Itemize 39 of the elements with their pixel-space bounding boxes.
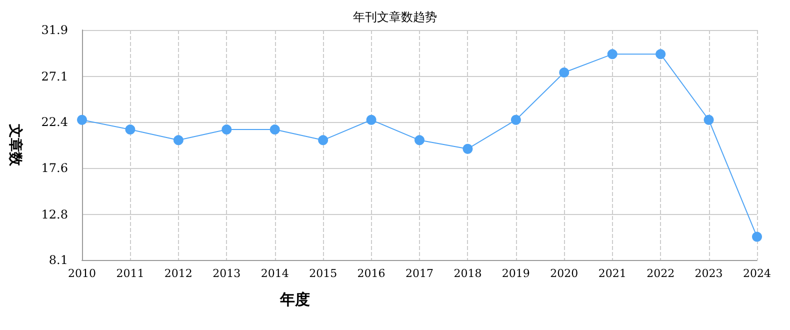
x-tick-label: 2017 (406, 267, 434, 280)
y-tick-label: 27.1 (41, 69, 68, 84)
point (270, 124, 280, 135)
chart-title: 年刊文章数趋势 (353, 10, 437, 24)
point (173, 135, 184, 146)
point (656, 49, 666, 60)
x-tick-label: 2011 (116, 267, 144, 280)
x-tick-label: 2015 (309, 267, 338, 280)
point (752, 232, 762, 242)
x-tick-label: 2014 (260, 267, 289, 280)
x-tick-label: 2022 (646, 267, 675, 280)
x-tick-label: 2024 (743, 267, 771, 280)
y-tick-label: 8.1 (48, 253, 68, 267)
y-tick-label: 12.8 (41, 208, 68, 222)
y-tick-label: 31.9 (41, 23, 68, 37)
x-tick-label: 2019 (502, 267, 530, 280)
x-tick-label: 2020 (550, 267, 578, 280)
point (125, 124, 136, 135)
y-tick-label: 17.6 (41, 161, 68, 176)
x-tick-label: 2018 (454, 267, 482, 280)
x-tick-label: 2023 (694, 267, 723, 280)
point (414, 135, 424, 146)
point (222, 124, 232, 135)
point (77, 114, 87, 125)
point (366, 114, 376, 125)
x-tick-label: 2016 (357, 267, 386, 280)
y-axis-title: 文章数 (7, 123, 24, 167)
x-tick-label: 2010 (68, 267, 96, 280)
point (510, 114, 521, 125)
point (462, 144, 473, 154)
point (318, 135, 328, 146)
y-tick-label: 22.4 (41, 114, 68, 129)
point (607, 49, 618, 60)
x-tick-label: 2013 (212, 267, 241, 280)
x-tick-label: 2021 (598, 267, 626, 280)
x-axis-title: 年度 (279, 290, 310, 308)
point (704, 114, 714, 125)
x-tick-label: 2012 (164, 267, 192, 280)
point (559, 68, 570, 78)
